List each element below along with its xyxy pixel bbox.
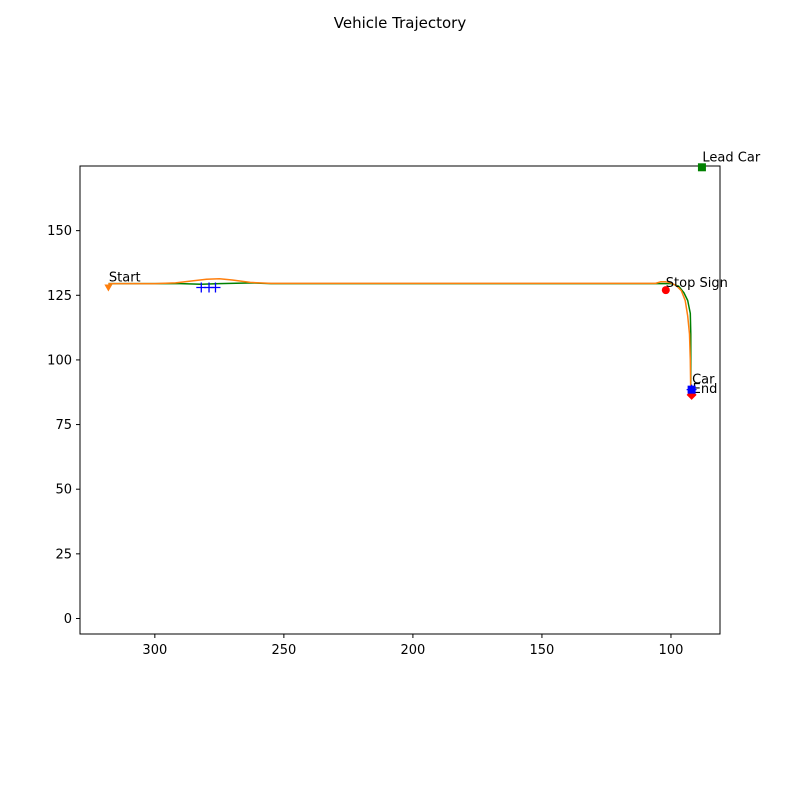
car-label: Car: [692, 373, 715, 388]
green-path-line: [108, 282, 692, 397]
car-marker: [687, 385, 696, 394]
x-tick-label: 150: [530, 643, 555, 658]
y-tick-label: 125: [47, 289, 72, 304]
lead-car-marker: [697, 163, 706, 172]
start-label: Start: [109, 271, 141, 286]
x-tick-label: 300: [142, 643, 167, 658]
end-label: End: [693, 382, 718, 397]
y-tick-label: 0: [64, 612, 72, 627]
lead-car-label: Lead Car: [702, 150, 760, 165]
y-tick-label: 50: [55, 483, 72, 498]
start-marker: [104, 284, 113, 292]
y-tick-label: 150: [47, 224, 72, 239]
x-tick-label: 100: [659, 643, 684, 658]
x-tick-label: 200: [400, 643, 425, 658]
y-tick-label: 100: [47, 353, 72, 368]
stop-sign-label: Stop Sign: [666, 276, 728, 291]
plot-area: 300 250 200 150 100 0 25 50 75 100 125 150 Start End S…: [47, 150, 761, 658]
y-tick-label: 75: [55, 418, 72, 433]
orange-path-line: [108, 277, 692, 397]
plot-frame: [79, 165, 721, 635]
x-tick-label: 250: [271, 643, 296, 658]
stop-sign-marker: [661, 286, 670, 295]
chart-title: Vehicle Trajectory: [334, 14, 467, 32]
y-tick-label: 25: [55, 547, 72, 562]
plus-marker: [210, 282, 221, 293]
